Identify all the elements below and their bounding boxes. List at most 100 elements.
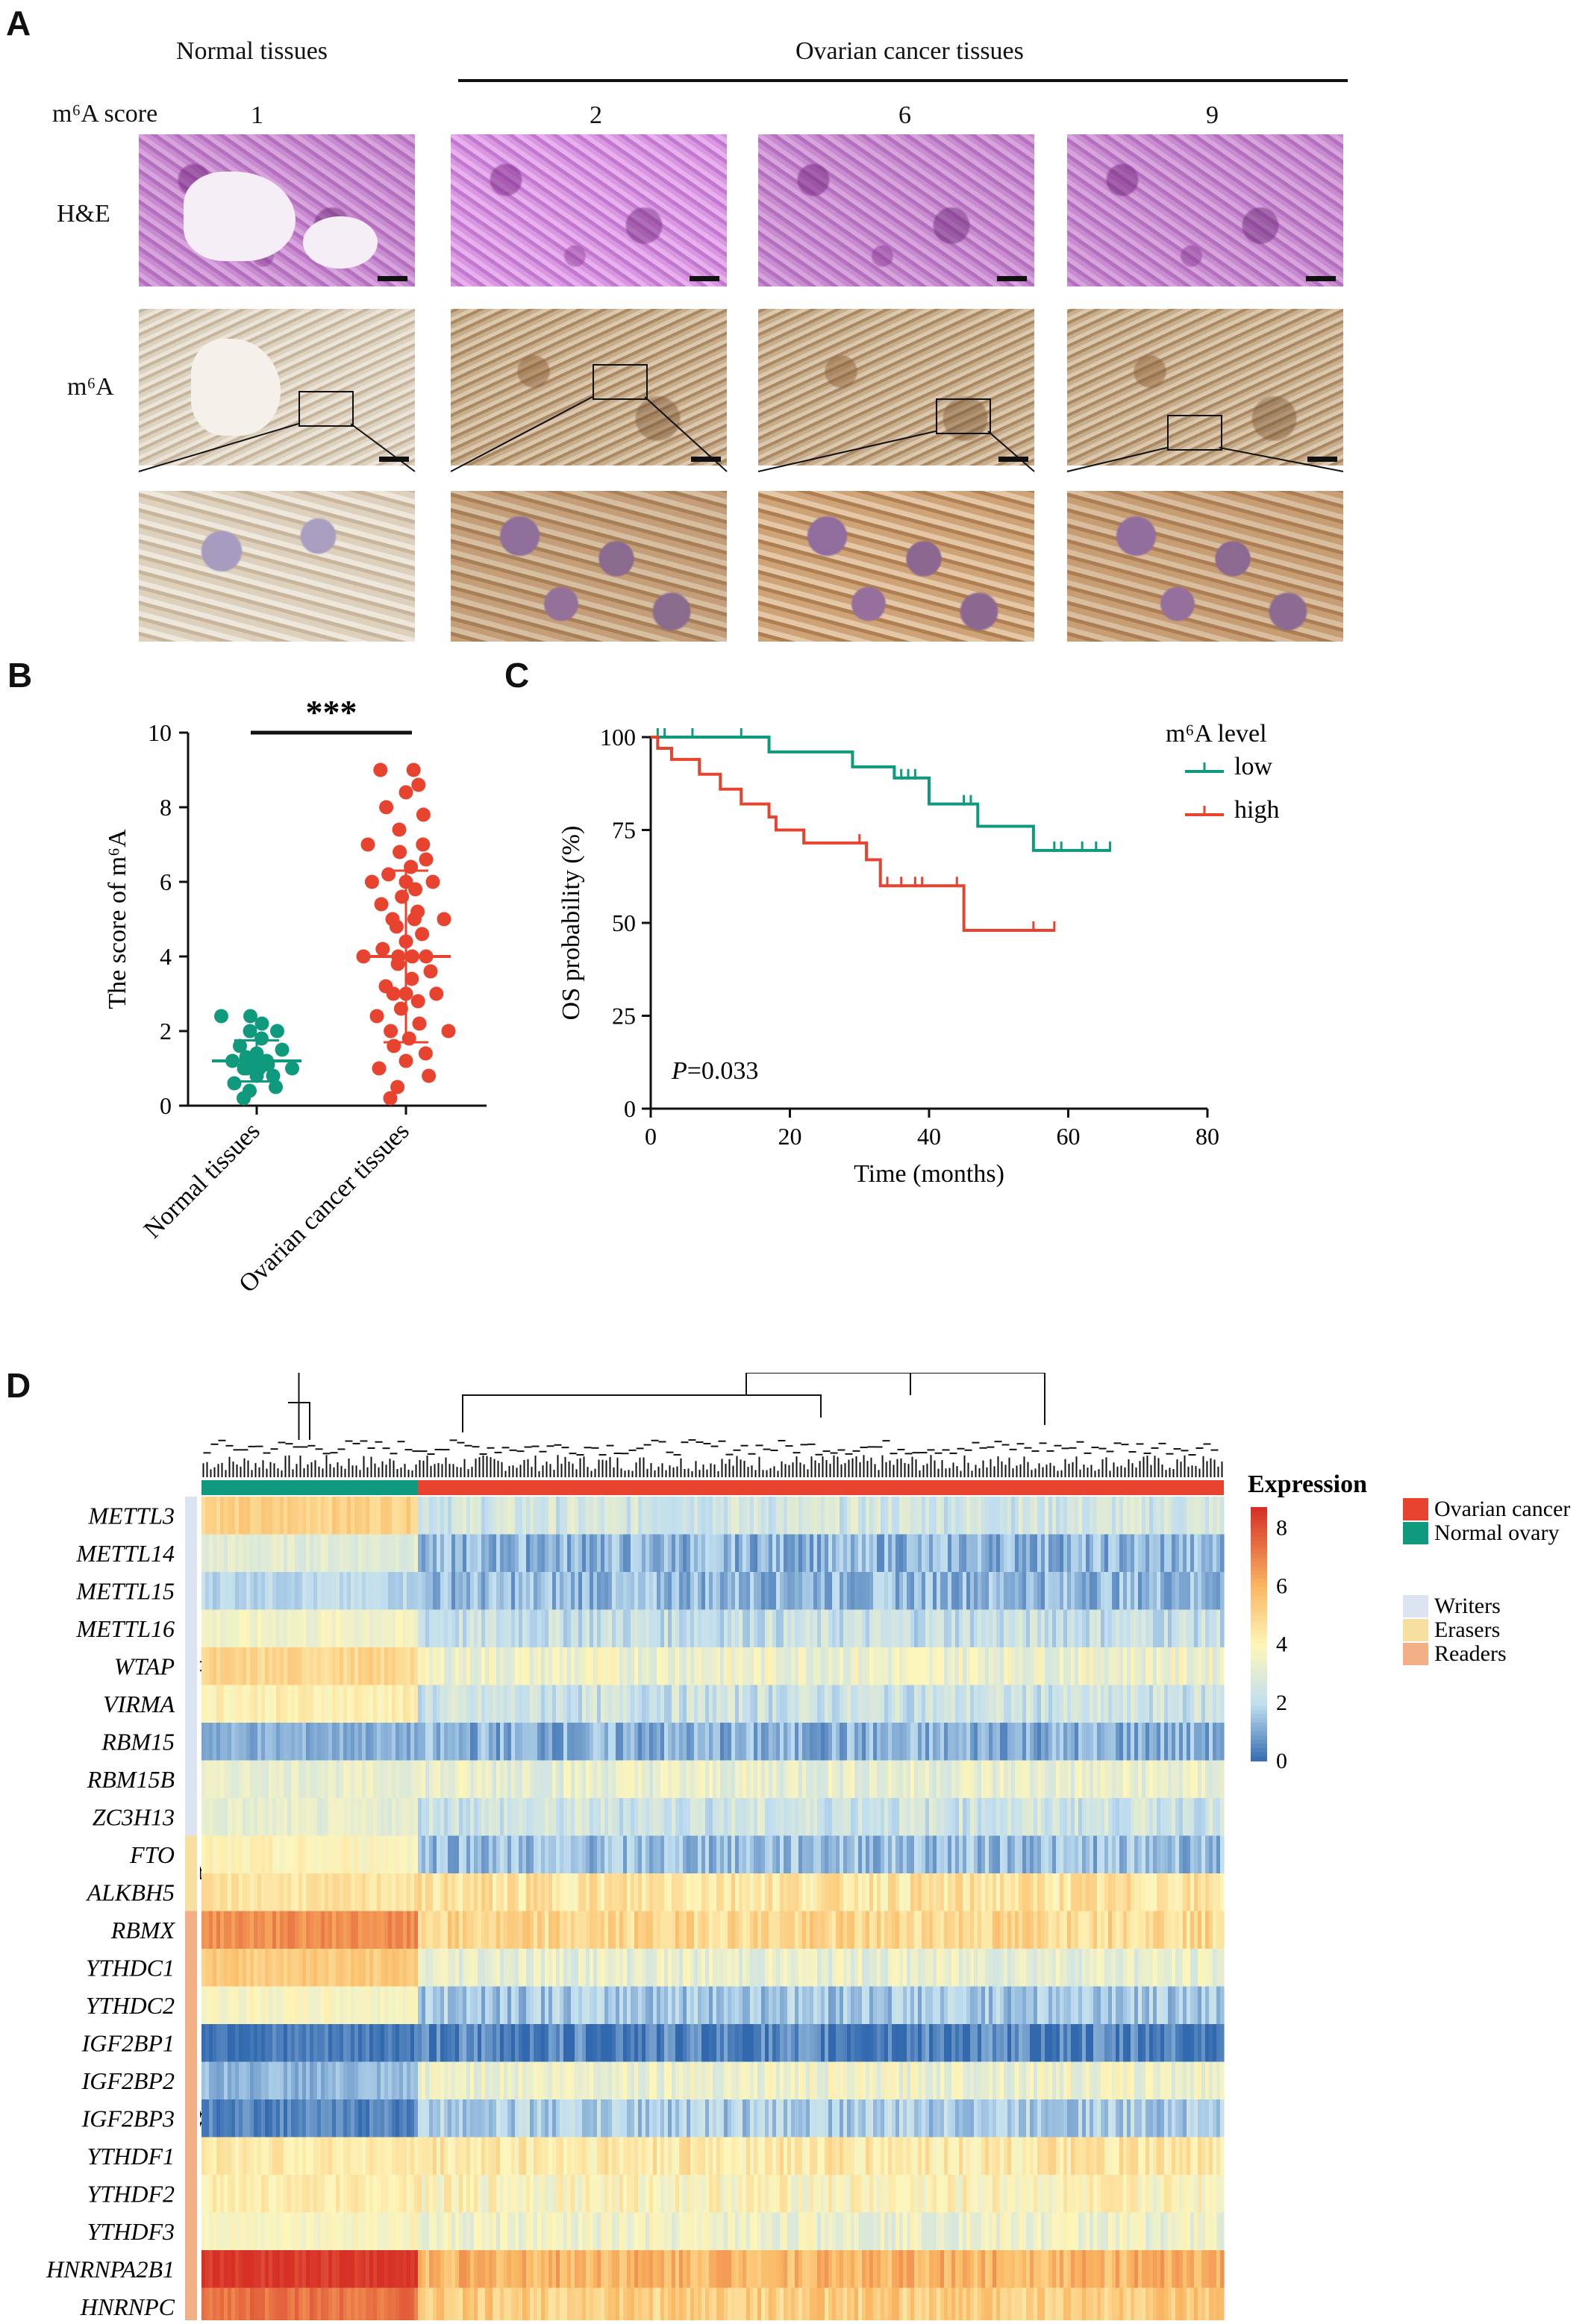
heatmap-cell <box>507 1835 512 1874</box>
heatmap-cell <box>1187 1647 1191 1685</box>
heatmap-cell <box>963 2061 967 2100</box>
heatmap-cell <box>1145 1760 1150 1799</box>
heatmap-cell <box>440 1798 445 1836</box>
heatmap-cell <box>209 1497 213 1535</box>
heatmap-cell <box>881 2061 885 2100</box>
heatmap-cell <box>1142 2061 1146 2100</box>
heatmap-cell <box>892 2061 896 2100</box>
heatmap-cell <box>1090 1835 1094 1874</box>
heatmap-cell <box>332 1723 337 1761</box>
heatmap-cell <box>608 2061 613 2100</box>
heatmap-cell <box>276 1798 281 1836</box>
heatmap-cell <box>679 1835 684 1874</box>
heatmap-cell <box>526 1873 531 1911</box>
heatmap-cell <box>851 1873 855 1911</box>
heatmap-cell <box>466 2061 471 2100</box>
heatmap-cell <box>888 1986 893 2025</box>
heatmap-cell <box>914 1723 919 1761</box>
heatmap-cell <box>970 1911 975 1949</box>
heatmap-cell <box>451 1723 456 1761</box>
heatmap-cell <box>1145 1986 1150 2025</box>
heatmap-cell <box>698 1760 702 1799</box>
heatmap-cell <box>996 2061 1001 2100</box>
heatmap-cell <box>951 2024 956 2062</box>
heatmap-cell <box>261 2061 266 2100</box>
heatmap-cell <box>1179 1798 1184 1836</box>
heatmap-cell <box>1011 1647 1016 1685</box>
heatmap-cell <box>414 2024 419 2062</box>
heatmap-cell <box>631 2061 635 2100</box>
heatmap-cell <box>239 1609 243 1648</box>
heatmap-cell <box>944 1949 948 1987</box>
heatmap-cell <box>739 1760 743 1799</box>
heatmap-cell <box>481 1949 486 1987</box>
heatmap-cell <box>1019 2024 1023 2062</box>
heatmap-cell <box>1187 1798 1191 1836</box>
heatmap-cell <box>1007 1760 1012 1799</box>
heatmap-cell <box>690 1723 695 1761</box>
heatmap-cell <box>515 1685 519 1723</box>
heatmap-cell <box>474 1911 478 1949</box>
heatmap-cell <box>358 1497 363 1535</box>
heatmap-cell <box>668 2061 672 2100</box>
heatmap-cell <box>798 1835 803 1874</box>
heatmap-cell <box>985 1723 990 1761</box>
heatmap-cell <box>1168 1986 1172 2025</box>
heatmap-cell <box>735 1572 740 1610</box>
heatmap-cell <box>675 1835 680 1874</box>
heatmap-cell <box>944 1986 948 2025</box>
heatmap-cell <box>1119 1835 1124 1874</box>
heatmap-cell <box>254 1647 258 1685</box>
heatmap-cell <box>354 1723 359 1761</box>
heatmap-cell <box>709 1949 713 1987</box>
heatmap-cell <box>1075 2061 1079 2100</box>
heatmap-cell <box>750 1986 754 2025</box>
heatmap-cell <box>1052 1572 1057 1610</box>
heatmap-cell <box>548 2061 553 2100</box>
heatmap-cell <box>354 1873 359 1911</box>
heatmap-cell <box>616 1760 620 1799</box>
heatmap-cell <box>201 1760 206 1799</box>
heatmap-cell <box>597 1723 601 1761</box>
heatmap-cell <box>653 1949 657 1987</box>
heatmap-cell <box>1205 1685 1210 1723</box>
heatmap-cell <box>724 1873 728 1911</box>
heatmap-cell <box>265 1911 269 1949</box>
heatmap-cell <box>1172 1497 1176 1535</box>
heatmap-cell <box>381 1798 385 1836</box>
heatmap-cell <box>1116 1497 1120 1535</box>
heatmap-cell <box>761 1760 766 1799</box>
heatmap-cell <box>881 1723 885 1761</box>
heatmap-cell <box>735 1723 740 1761</box>
heatmap-cell <box>437 1949 441 1987</box>
heatmap-cell <box>1138 1760 1142 1799</box>
heatmap-cell <box>470 1911 475 1949</box>
heatmap-cell <box>854 1986 859 2025</box>
heatmap-cell <box>481 1685 486 1723</box>
heatmap-cell <box>1022 1911 1027 1949</box>
heatmap-cell <box>922 1685 926 1723</box>
heatmap-cell <box>683 1572 687 1610</box>
legend-label-high: high <box>1234 796 1279 824</box>
heatmap-cell <box>1153 1685 1157 1723</box>
heatmap-cell <box>1134 1497 1139 1535</box>
heatmap-cell <box>948 1986 952 2025</box>
heatmap-cell <box>623 1647 628 1685</box>
heatmap-cell <box>575 1798 579 1836</box>
heatmap-cell <box>940 1798 945 1836</box>
heatmap-cell <box>429 1647 434 1685</box>
heatmap-cell <box>1220 1534 1225 1573</box>
heatmap-cell <box>1183 1497 1187 1535</box>
heatmap-cell <box>1112 1873 1116 1911</box>
heatmap-cell <box>966 1647 971 1685</box>
dendrogram-cancer-trunk <box>462 1394 822 1432</box>
heatmap-cell <box>862 1647 866 1685</box>
heatmap-cell <box>754 1685 758 1723</box>
heatmap-cell <box>616 1986 620 2025</box>
heatmap-cell <box>918 1911 922 1949</box>
heatmap-cell <box>1123 1911 1128 1949</box>
heatmap-cell <box>347 1723 351 1761</box>
heatmap-cell <box>489 1647 493 1685</box>
heatmap-cell <box>575 1835 579 1874</box>
heatmap-cell <box>571 1534 575 1573</box>
